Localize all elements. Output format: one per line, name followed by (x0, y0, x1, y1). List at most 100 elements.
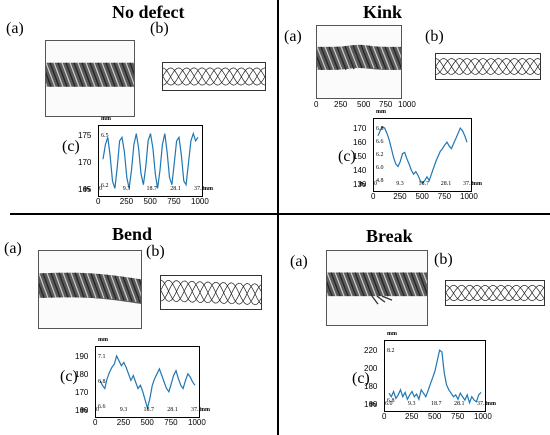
x-tick-mm-label: 37.5 (477, 401, 488, 407)
x-unit-label: Px (359, 182, 366, 188)
y-tick-label: 160 (353, 138, 367, 147)
y-tick-label: 170 (78, 158, 92, 167)
rope-photo (38, 250, 142, 329)
rope-sketch (445, 280, 545, 306)
x-tick-mm-label: 28.1 (170, 186, 181, 192)
y-tick-label: 150 (353, 152, 367, 161)
y-tick-label: 165 (78, 185, 92, 194)
x-tick-mm-label: 9.3 (396, 181, 404, 187)
x-tick-label: 1000 (460, 192, 478, 201)
rope-photo (326, 250, 428, 326)
y-tick-label: 170 (75, 388, 89, 397)
y-unit-label: mm (98, 337, 108, 343)
y-tick-label: 180 (75, 370, 89, 379)
rope-illustration (317, 44, 401, 71)
label-b: (b) (425, 28, 444, 45)
y-tick-label: 190 (75, 352, 89, 361)
y-tick-mm-label: 6.6 (98, 404, 106, 410)
x-tick-label: 500 (428, 412, 442, 421)
image-x-tick: 250 (334, 100, 348, 109)
y-tick-label: 170 (353, 124, 367, 133)
label-c: (c) (338, 148, 356, 165)
y-unit-label: mm (376, 109, 386, 115)
plot-svg (99, 354, 196, 411)
x-unit-label: Px (81, 408, 88, 414)
x-tick-mm-label: 18.7 (143, 407, 155, 413)
x-tick-label: 750 (437, 192, 452, 201)
x-tick-mm-label: 37.5 (463, 181, 474, 187)
x-tick-mm-label: 28.1 (454, 401, 465, 407)
rope-sketch-illustration (446, 284, 544, 302)
y-tick-mm-label: 6.8 (387, 398, 395, 404)
x-unit-mm-label: mm (486, 401, 496, 407)
x-tick-label: 0 (93, 418, 98, 427)
x-tick-label: 1000 (474, 412, 492, 421)
y-tick-label: 160 (364, 400, 378, 409)
x-tick-mm-label: 18.7 (431, 401, 442, 407)
y-tick-mm-label: 6.5 (101, 133, 109, 139)
panel-title: No defect (112, 2, 185, 22)
x-tick-label: 250 (116, 418, 131, 427)
horizontal-divider (10, 213, 550, 215)
y-tick-mm-label: 8.2 (387, 348, 395, 354)
x-tick-label: 750 (164, 418, 178, 427)
plot-area (98, 125, 203, 197)
panel-title: Bend (112, 224, 153, 244)
rope-sketch-illustration (436, 58, 540, 75)
rope-photo (316, 25, 402, 99)
x-tick-mm-label: 28.1 (167, 407, 178, 413)
x-unit-label: Px (84, 187, 91, 193)
y-unit-label: mm (387, 331, 397, 337)
image-x-axis: 0 250 500 750 1000 (306, 100, 416, 112)
x-tick-mm-label: 9.3 (122, 186, 131, 192)
image-x-tick: 0 (314, 100, 319, 109)
x-unit-mm-label: mm (203, 186, 213, 192)
label-a: (a) (4, 240, 22, 257)
y-unit-label: mm (101, 116, 111, 122)
y-tick-mm-label: 4.8 (376, 178, 384, 184)
x-tick-mm-label: 9.3 (119, 407, 128, 413)
rope-sketch-illustration (163, 67, 265, 86)
diameter-profile-chart: 220 200 180 160 8.2 6.8 mm 6.0 9.3 18.7 28.1 37.5 mm… (364, 331, 496, 421)
y-tick-mm-label: 6.8 (376, 126, 384, 132)
image-x-tick: 750 (379, 100, 393, 109)
x-tick-mm-label: 0 (96, 407, 99, 413)
y-tick-mm-label: 6.0 (376, 165, 384, 171)
x-tick-mm-label: 28.1 (440, 181, 452, 187)
x-tick-label: 500 (140, 418, 154, 427)
plot-svg (102, 131, 199, 189)
series-line (388, 349, 482, 405)
rope-sketch (160, 275, 262, 310)
x-unit-mm-label: mm (472, 181, 482, 187)
label-b: (b) (150, 20, 169, 37)
rope-sketch (435, 53, 541, 80)
diameter-profile-chart: 190 180 170 160 7.1 6.8 6.6 mm 0 9.3 18.7 28.1 37.5 m… (75, 337, 210, 427)
x-tick-label: 250 (393, 192, 407, 201)
image-x-tick: 500 (357, 100, 371, 109)
x-tick-label: 0 (382, 412, 387, 421)
plot-area (384, 340, 486, 412)
y-tick-label: 130 (353, 180, 367, 189)
x-tick-mm-label: 18.7 (146, 186, 158, 192)
panel-title: Kink (363, 2, 403, 22)
label-c: (c) (60, 368, 78, 385)
x-tick-label: 500 (143, 197, 157, 206)
x-tick-mm-label: 0 (99, 186, 102, 192)
rope-sketch (162, 62, 266, 91)
series-line (99, 354, 196, 411)
label-a: (a) (284, 28, 302, 45)
x-tick-mm-label: 18.7 (418, 181, 430, 187)
vertical-divider (277, 0, 279, 435)
y-tick-label: 220 (364, 346, 378, 355)
label-c: (c) (62, 138, 80, 155)
rope-illustration (327, 272, 427, 305)
x-unit-mm-label: mm (200, 407, 210, 413)
label-a: (a) (6, 20, 24, 37)
y-tick-label: 160 (75, 406, 89, 415)
label-b: (b) (434, 251, 453, 268)
panel-title: Break (366, 226, 413, 246)
x-tick-label: 1000 (188, 418, 206, 427)
plot-area (373, 118, 472, 192)
x-tick-label: 250 (405, 412, 419, 421)
x-tick-mm-label: 37.5 (194, 186, 205, 192)
